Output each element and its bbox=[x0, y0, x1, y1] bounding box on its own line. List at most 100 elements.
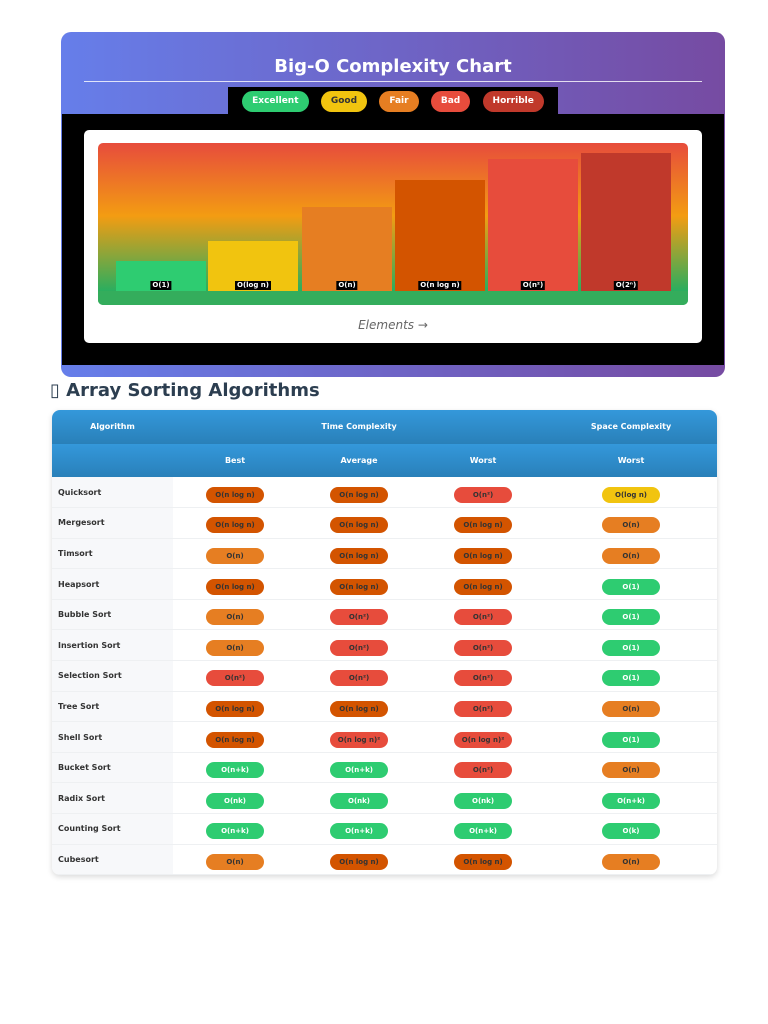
algorithm-name: Radix Sort bbox=[52, 782, 173, 815]
complexity-badge: O(n) bbox=[206, 853, 264, 870]
complexity-badge: O(nk) bbox=[454, 792, 513, 809]
algorithm-name: Mergesort bbox=[52, 507, 173, 539]
complexity-badge: O(n²) bbox=[454, 762, 513, 779]
complexity-badge: O(nk) bbox=[206, 792, 264, 809]
header-worst: Worst bbox=[421, 443, 546, 477]
complexity-cell: O(log n) bbox=[545, 477, 717, 509]
section-title: ▯ Array Sorting Algorithms bbox=[50, 380, 320, 401]
complexity-badge: O(n) bbox=[602, 517, 661, 534]
complexity-badge: O(1) bbox=[602, 639, 661, 656]
complexity-badge: O(n²) bbox=[454, 609, 513, 626]
complexity-badge: O(n) bbox=[602, 547, 661, 564]
complexity-cell: O(1) bbox=[545, 568, 717, 600]
complexity-badge: O(n log n) bbox=[330, 486, 389, 503]
table-row: Insertion Sort O(n) O(n²) O(n²) O(1) bbox=[52, 629, 717, 662]
complexity-cell: O(n) bbox=[173, 844, 298, 876]
complexity-cell: O(n²) bbox=[421, 599, 546, 631]
complexity-cell: O(n log n) bbox=[173, 568, 298, 600]
complexity-cell: O(n) bbox=[173, 538, 298, 570]
complexity-badge: O(n+k) bbox=[330, 823, 389, 840]
table-row: Bubble Sort O(n) O(n²) O(n²) O(1) bbox=[52, 599, 717, 631]
complexity-cell: O(n log n) bbox=[421, 844, 546, 876]
algorithm-name: Insertion Sort bbox=[52, 629, 173, 662]
complexity-cell: O(nk) bbox=[173, 782, 298, 815]
chart-plot-area: O(1) O(log n) O(n) O(n log n) O(n²) O(2ⁿ) bbox=[98, 143, 688, 305]
complexity-cell: O(n) bbox=[545, 507, 717, 539]
algorithm-name: Heapsort bbox=[52, 568, 173, 600]
complexity-badge: O(n) bbox=[206, 609, 264, 626]
complexity-cell: O(n log n)² bbox=[297, 721, 422, 753]
header-time-complexity: Time Complexity bbox=[173, 410, 546, 444]
complexity-badge: O(n log n) bbox=[206, 517, 264, 534]
bar-4: O(n²) bbox=[488, 159, 578, 291]
legend-item-horrible: Horrible bbox=[482, 90, 544, 112]
bar-3: O(n log n) bbox=[395, 180, 485, 291]
table-row: Shell Sort O(n log n) O(n log n)² O(n log n… bbox=[52, 721, 717, 753]
complexity-badge: O(n²) bbox=[454, 486, 513, 503]
complexity-cell: O(nk) bbox=[297, 782, 422, 815]
algorithm-name: Bubble Sort bbox=[52, 599, 173, 631]
bar-0: O(1) bbox=[116, 261, 206, 291]
table-row: Selection Sort O(n²) O(n²) O(n²) O(1) bbox=[52, 660, 717, 692]
chart-title: Big-O Complexity Chart bbox=[274, 56, 512, 77]
complexity-badge: O(n²) bbox=[454, 700, 513, 717]
complexity-cell: O(n+k) bbox=[297, 813, 422, 845]
table-row: Heapsort O(n log n) O(n log n) O(n log n) O(… bbox=[52, 568, 717, 600]
complexity-cell: O(n log n) bbox=[421, 538, 546, 570]
bar-label: O(n²) bbox=[520, 281, 546, 290]
x-axis-label: Elements → bbox=[358, 318, 428, 332]
complexity-cell: O(nk) bbox=[421, 782, 546, 815]
complexity-badge: O(n+k) bbox=[206, 823, 264, 840]
header-empty bbox=[52, 443, 173, 477]
complexity-cell: O(n log n)² bbox=[421, 721, 546, 753]
table-row: Tree Sort O(n log n) O(n log n) O(n²) O(n) bbox=[52, 691, 717, 723]
complexity-badge: O(n+k) bbox=[454, 823, 513, 840]
complexity-cell: O(n+k) bbox=[421, 813, 546, 845]
header-space-complexity: Space Complexity bbox=[545, 410, 717, 444]
algorithm-name: Tree Sort bbox=[52, 691, 173, 723]
bar-label: O(n log n) bbox=[418, 281, 462, 290]
chart-panel: O(1) O(log n) O(n) O(n log n) O(n²) O(2ⁿ) Ele… bbox=[84, 130, 702, 343]
complexity-cell: O(n log n) bbox=[421, 507, 546, 539]
bar-1: O(log n) bbox=[208, 240, 298, 291]
complexity-cell: O(n log n) bbox=[297, 691, 422, 723]
complexity-badge: O(1) bbox=[602, 578, 661, 595]
bar-label: O(n) bbox=[336, 281, 358, 290]
complexity-badge: O(n) bbox=[206, 639, 264, 656]
complexity-badge: O(n) bbox=[602, 762, 661, 779]
complexity-cell: O(n log n) bbox=[421, 568, 546, 600]
complexity-badge: O(n log n) bbox=[206, 486, 264, 503]
complexity-badge: O(n log n) bbox=[330, 517, 389, 534]
complexity-badge: O(n log n) bbox=[330, 700, 389, 717]
complexity-badge: O(n²) bbox=[206, 670, 264, 687]
complexity-badge: O(k) bbox=[602, 823, 661, 840]
complexity-cell: O(n log n) bbox=[297, 568, 422, 600]
complexity-badge: O(n²) bbox=[330, 609, 389, 626]
complexity-badge: O(n log n) bbox=[206, 700, 264, 717]
complexity-cell: O(n²) bbox=[421, 629, 546, 662]
algorithm-name: Counting Sort bbox=[52, 813, 173, 845]
table-row: Mergesort O(n log n) O(n log n) O(n log n) O… bbox=[52, 507, 717, 539]
complexity-badge: O(log n) bbox=[602, 486, 661, 503]
complexity-cell: O(n) bbox=[545, 538, 717, 570]
complexity-badge: O(n) bbox=[602, 853, 661, 870]
header-average: Average bbox=[297, 443, 422, 477]
complexity-badge: O(n log n) bbox=[330, 578, 389, 595]
complexity-badge: O(n log n) bbox=[206, 578, 264, 595]
complexity-badge: O(n log n) bbox=[330, 547, 389, 564]
legend-item-excellent: Excellent bbox=[242, 90, 309, 112]
complexity-badge: O(n log n) bbox=[454, 853, 513, 870]
table-row: Timsort O(n) O(n log n) O(n log n) O(n) bbox=[52, 538, 717, 570]
complexity-badge: O(n log n) bbox=[206, 731, 264, 748]
algorithm-name: Timsort bbox=[52, 538, 173, 570]
complexity-badge: O(n) bbox=[602, 700, 661, 717]
legend-item-fair: Fair bbox=[379, 90, 419, 112]
complexity-badge: O(n+k) bbox=[330, 762, 389, 779]
complexity-cell: O(n log n) bbox=[297, 538, 422, 570]
complexity-cell: O(n) bbox=[173, 629, 298, 662]
complexity-cell: O(n²) bbox=[421, 691, 546, 723]
complexity-badge: O(n²) bbox=[454, 670, 513, 687]
complexity-badge: O(n+k) bbox=[206, 762, 264, 779]
complexity-badge: O(1) bbox=[602, 731, 661, 748]
algorithm-name: Selection Sort bbox=[52, 660, 173, 692]
